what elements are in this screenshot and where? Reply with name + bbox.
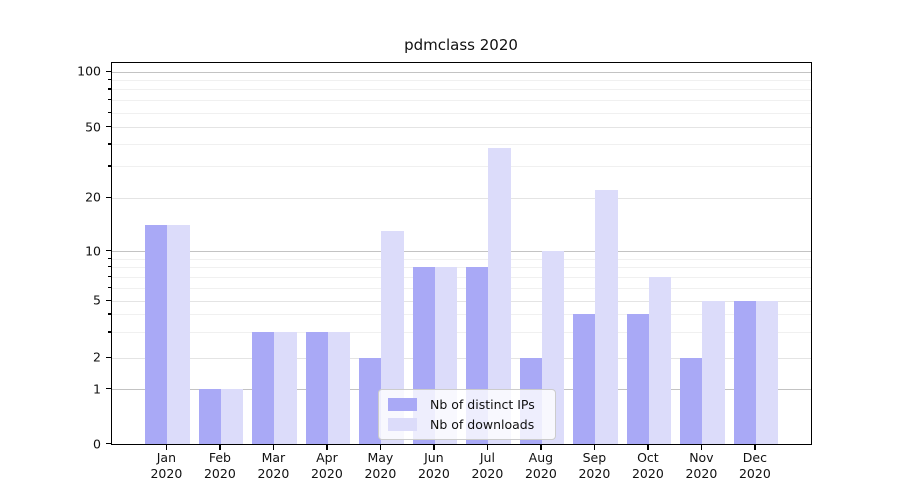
minor-gridline bbox=[112, 112, 811, 114]
legend-item-downloads: Nb of downloads bbox=[379, 417, 555, 433]
minor-gridline bbox=[112, 89, 811, 91]
y-tick-label-10: 10 bbox=[85, 243, 101, 259]
y-tick-mark bbox=[106, 196, 111, 198]
y-tick-mark bbox=[106, 388, 111, 390]
y-minor-tick-mark bbox=[108, 313, 111, 315]
gridline-10 bbox=[112, 251, 811, 253]
y-tick-mark bbox=[106, 299, 111, 301]
bar-distinct-ips-apr bbox=[305, 332, 328, 444]
y-tick-label-50: 50 bbox=[85, 119, 101, 135]
x-tick-mark bbox=[272, 445, 275, 450]
x-tick-label-dec: Dec 2020 bbox=[738, 450, 771, 481]
gridline-50 bbox=[112, 127, 811, 129]
minor-gridline bbox=[112, 79, 811, 81]
y-minor-tick-mark bbox=[108, 88, 111, 90]
y-minor-tick-mark bbox=[108, 266, 111, 268]
y-minor-tick-mark bbox=[108, 99, 111, 101]
y-tick-mark bbox=[106, 443, 111, 445]
y-minor-tick-mark bbox=[108, 78, 111, 81]
y-minor-tick-mark bbox=[108, 111, 111, 113]
y-tick-mark bbox=[106, 250, 111, 252]
x-tick-mark bbox=[647, 445, 649, 450]
x-tick-mark bbox=[540, 445, 542, 450]
x-tick-mark bbox=[379, 445, 382, 450]
bar-downloads-dec bbox=[755, 300, 779, 444]
y-tick-label-5: 5 bbox=[93, 292, 101, 308]
y-minor-tick-mark bbox=[108, 257, 111, 259]
x-tick-label-aug: Aug 2020 bbox=[524, 450, 557, 481]
minor-gridline bbox=[112, 258, 811, 260]
bar-distinct-ips-feb bbox=[198, 389, 221, 444]
bar-distinct-ips-mar bbox=[252, 332, 275, 444]
bar-downloads-jan bbox=[167, 225, 190, 444]
x-tick-label-feb: Feb 2020 bbox=[203, 450, 236, 481]
x-tick-label-oct: Oct 2020 bbox=[631, 450, 664, 481]
gridline-5 bbox=[112, 300, 811, 302]
plot-area bbox=[111, 62, 812, 445]
bar-distinct-ips-jan bbox=[145, 225, 168, 444]
minor-gridline bbox=[112, 267, 811, 269]
bar-distinct-ips-nov bbox=[680, 357, 703, 444]
x-tick-label-may: May 2020 bbox=[364, 450, 397, 481]
minor-gridline bbox=[112, 166, 811, 168]
legend: Nb of distinct IPs Nb of downloads bbox=[378, 389, 556, 440]
x-tick-mark bbox=[486, 445, 489, 450]
minor-gridline bbox=[112, 332, 811, 334]
bar-downloads-feb bbox=[220, 389, 244, 444]
x-tick-label-jan: Jan 2020 bbox=[150, 450, 183, 481]
legend-swatch-distinct-ips bbox=[388, 398, 417, 411]
minor-gridline bbox=[112, 287, 811, 289]
bar-downloads-jul bbox=[488, 148, 511, 444]
minor-gridline bbox=[112, 276, 811, 278]
x-tick-mark bbox=[165, 445, 168, 450]
y-minor-tick-mark bbox=[108, 331, 111, 333]
y-tick-mark bbox=[106, 356, 111, 358]
gridline-2 bbox=[112, 357, 811, 359]
minor-gridline bbox=[112, 100, 811, 102]
minor-gridline bbox=[112, 144, 811, 146]
x-tick-mark bbox=[219, 445, 221, 450]
y-tick-label-0: 0 bbox=[93, 436, 101, 451]
bar-downloads-apr bbox=[327, 332, 351, 444]
bar-distinct-ips-dec bbox=[733, 300, 756, 444]
x-tick-mark bbox=[700, 445, 703, 450]
y-minor-tick-mark bbox=[108, 143, 111, 145]
x-tick-label-sep: Sep 2020 bbox=[578, 450, 611, 481]
bar-distinct-ips-may bbox=[359, 357, 382, 444]
bar-downloads-oct bbox=[648, 276, 672, 444]
bar-downloads-nov bbox=[702, 300, 725, 444]
x-tick-label-apr: Apr 2020 bbox=[310, 450, 343, 481]
x-tick-mark bbox=[593, 445, 596, 450]
legend-swatch-downloads bbox=[388, 418, 417, 431]
x-tick-label-jun: Jun 2020 bbox=[417, 450, 450, 481]
legend-label-downloads: Nb of downloads bbox=[430, 417, 535, 432]
y-tick-label-1: 1 bbox=[93, 381, 101, 397]
bar-distinct-ips-oct bbox=[626, 314, 649, 444]
legend-label-distinct-ips: Nb of distinct IPs bbox=[430, 397, 535, 412]
bar-distinct-ips-sep bbox=[573, 314, 596, 444]
y-minor-tick-mark bbox=[108, 165, 111, 167]
y-tick-mark bbox=[106, 70, 111, 72]
chart-title: pdmclass 2020 bbox=[404, 36, 518, 54]
gridline-20 bbox=[112, 197, 811, 199]
y-minor-tick-mark bbox=[108, 275, 111, 277]
y-minor-tick-mark bbox=[108, 286, 111, 288]
x-tick-mark bbox=[326, 445, 328, 450]
y-tick-label-2: 2 bbox=[93, 349, 101, 365]
y-tick-mark bbox=[106, 126, 111, 128]
legend-item-distinct-ips: Nb of distinct IPs bbox=[379, 397, 555, 413]
x-tick-mark bbox=[433, 445, 435, 450]
bar-downloads-mar bbox=[274, 332, 297, 444]
minor-gridline bbox=[112, 314, 811, 316]
x-tick-mark bbox=[754, 445, 756, 450]
x-tick-label-mar: Mar 2020 bbox=[257, 450, 290, 481]
x-tick-label-nov: Nov 2020 bbox=[685, 450, 718, 481]
x-tick-label-jul: Jul 2020 bbox=[471, 450, 504, 481]
y-tick-label-20: 20 bbox=[85, 189, 101, 205]
bar-downloads-sep bbox=[595, 190, 618, 444]
gridline-100 bbox=[112, 71, 811, 73]
y-tick-label-100: 100 bbox=[77, 63, 101, 79]
